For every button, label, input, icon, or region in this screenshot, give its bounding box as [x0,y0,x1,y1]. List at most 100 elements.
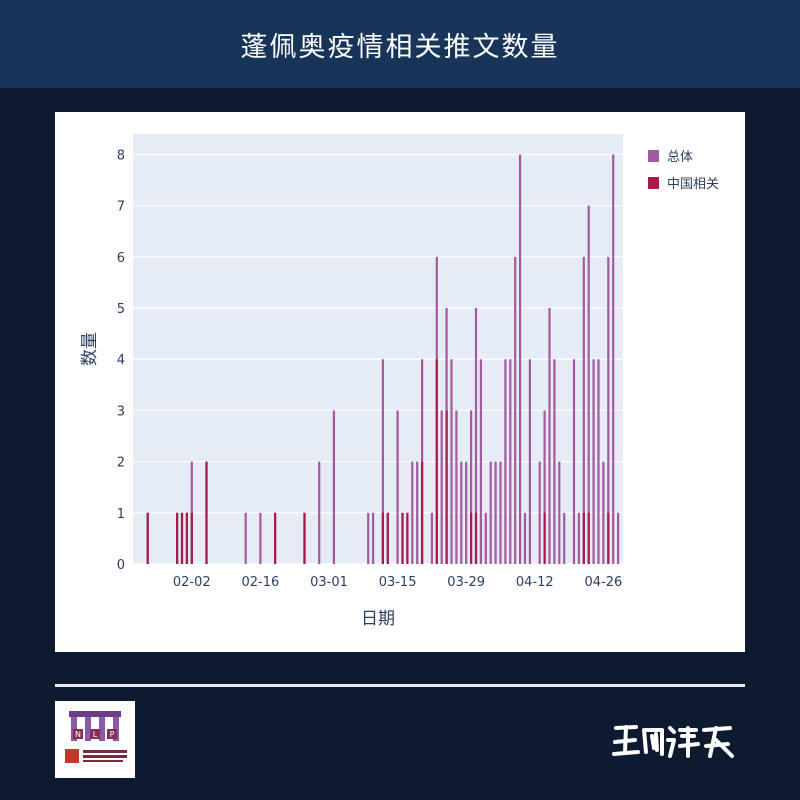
bar-total[interactable] [244,512,247,564]
bar-total[interactable] [465,461,468,564]
bar-total[interactable] [499,461,502,564]
bar-total[interactable] [553,359,556,564]
handwritten-signature-icon [610,718,740,766]
bar-total[interactable] [548,308,551,564]
grid-lines [133,153,623,565]
logo-letter-l: L [93,730,98,739]
bar-total[interactable] [597,359,600,564]
bar-total[interactable] [381,359,384,564]
bar-total[interactable] [582,256,585,564]
y-tick-label: 5 [117,302,125,317]
logo-graphic: N L P [65,711,127,763]
bar-china[interactable] [474,512,478,564]
bar-total[interactable] [430,512,433,564]
bar-china[interactable] [543,512,546,564]
bar-total[interactable] [612,154,615,564]
nlp-lab-logo-icon: N L P [55,701,135,778]
bar-total[interactable] [416,461,419,564]
x-tick-label: 04-26 [585,575,623,590]
bar-china[interactable] [401,512,404,564]
bar-total[interactable] [519,154,522,564]
bar-total[interactable] [587,205,590,564]
bar-china[interactable] [386,512,389,564]
legend-item-total[interactable]: 总体 [648,150,693,165]
bar-total[interactable] [543,410,546,564]
x-tick-label: 03-15 [379,575,417,590]
bar-china[interactable] [607,512,610,564]
bar-china[interactable] [176,512,179,564]
x-axis-title: 日期 [361,609,395,629]
legend-item-china[interactable]: 中国相关 [648,177,719,192]
bar-total[interactable] [440,410,443,564]
bar-china[interactable] [180,512,184,564]
bar-china[interactable] [582,512,585,564]
y-tick-label: 6 [117,251,125,266]
bar-total[interactable] [509,359,512,564]
bar-total[interactable] [479,359,482,564]
x-tick-label: 03-01 [310,575,348,590]
bar-total[interactable] [577,512,580,564]
bar-china[interactable] [421,461,424,564]
x-axis-ticks: 02-02 02-16 03-01 03-15 03-29 04-12 04-26 [173,575,622,590]
bar-china[interactable] [205,461,208,564]
bar-total[interactable] [504,359,507,564]
bar-chart: 0 1 2 3 4 5 6 7 8 02-02 02-16 03-01 03-15 03-29 04-12… [80,134,719,629]
bar-china[interactable] [406,512,409,564]
bar-total[interactable] [558,461,561,564]
bar-total[interactable] [396,410,399,564]
bar-total[interactable] [563,512,566,564]
bar-total[interactable] [372,512,375,564]
y-tick-label: 1 [117,507,125,522]
bar-china[interactable] [445,410,448,564]
logo-letter-p: P [110,730,115,739]
bar-total[interactable] [460,461,463,564]
signature-graphic [612,725,734,758]
x-tick-label: 03-29 [447,575,485,590]
bar-china[interactable] [185,512,188,564]
bar-total[interactable] [332,410,335,564]
y-axis-title: 数量 [80,332,100,366]
bar-total[interactable] [538,461,541,564]
y-tick-label: 4 [117,353,125,368]
bar-total[interactable] [572,359,576,564]
bar-china[interactable] [274,512,277,564]
bar-china[interactable] [587,512,590,564]
bar-total[interactable] [617,512,620,564]
bar-total[interactable] [514,256,517,564]
bar-total[interactable] [450,359,453,564]
bar-total[interactable] [592,359,595,564]
y-tick-label: 0 [117,558,125,573]
bar-china[interactable] [303,512,306,564]
bar-total[interactable] [607,256,610,564]
bar-total[interactable] [470,410,473,564]
bar-total[interactable] [411,461,414,564]
legend-swatch-china [648,177,659,189]
bar-china[interactable] [146,512,149,564]
y-tick-label: 7 [117,200,125,215]
bar-total[interactable] [474,308,478,564]
footer-divider [55,684,745,687]
bar-total[interactable] [489,461,492,564]
chart-card: 0 1 2 3 4 5 6 7 8 02-02 02-16 03-01 03-15 03-29 04-12… [55,112,745,652]
y-tick-label: 2 [117,456,125,471]
legend-swatch-total [648,150,659,162]
bar-total[interactable] [259,512,262,564]
header-bar: 蓬佩奥疫情相关推文数量 [0,0,800,88]
legend: 总体 中国相关 [648,150,719,192]
bar-total[interactable] [494,461,497,564]
y-tick-label: 8 [117,148,125,163]
bar-china[interactable] [435,359,438,564]
bar-china[interactable] [381,512,384,564]
bar-total[interactable] [455,410,458,564]
bar-total[interactable] [318,461,321,564]
bar-china[interactable] [190,512,193,564]
bar-total[interactable] [602,461,605,564]
bar-total[interactable] [528,359,531,564]
bar-total[interactable] [367,512,370,564]
x-tick-label: 04-12 [516,575,554,590]
bar-total[interactable] [484,512,487,564]
bar-china[interactable] [470,512,473,564]
bar-total[interactable] [523,512,527,564]
legend-label-china: 中国相关 [667,177,719,192]
logo-letter-n: N [75,730,81,739]
